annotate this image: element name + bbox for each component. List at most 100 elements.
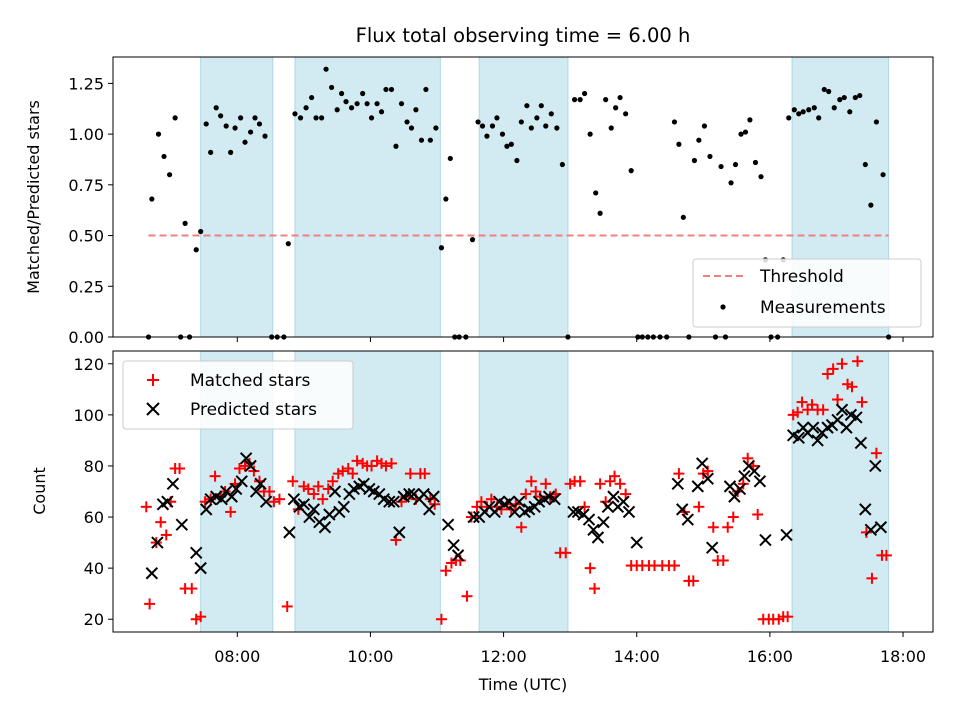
measurement-point	[383, 86, 389, 93]
predicted-star-mark-b	[854, 436, 868, 450]
measurement-point	[313, 115, 319, 121]
predicted-star-point	[423, 503, 436, 516]
matched-star-point	[673, 468, 685, 480]
predicted-star-mark-b	[701, 472, 714, 485]
measurement-point	[213, 105, 219, 111]
measurement-point	[608, 125, 614, 131]
predicted-star-mark-b	[492, 495, 506, 508]
y-tick-label: 1.25	[68, 74, 104, 93]
measurement-point	[504, 143, 510, 149]
predicted-star-point	[508, 505, 521, 519]
measurement-point	[518, 119, 524, 125]
predicted-star-point	[451, 549, 465, 562]
matched-star-point	[287, 475, 299, 487]
predicted-star-mark-b	[691, 480, 704, 493]
predicted-star-point	[502, 495, 516, 508]
measurement-point	[548, 111, 554, 117]
measurement-point	[623, 111, 629, 117]
predicted-star-point	[467, 510, 480, 524]
shaded-interval	[200, 56, 274, 338]
predicted-star-mark-b	[859, 503, 872, 516]
predicted-star-point	[151, 536, 164, 549]
predicted-star-point	[239, 452, 253, 465]
predicted-star-point	[587, 523, 600, 537]
predicted-star-point	[323, 508, 336, 521]
measurement-point	[208, 149, 214, 155]
matched-star-point	[312, 480, 324, 492]
measurement-point	[747, 117, 753, 123]
predicted-star-mark-b	[748, 464, 761, 478]
measurement-point	[841, 94, 847, 101]
measurement-point	[388, 86, 395, 93]
matched-star-point	[347, 468, 359, 480]
matched-star-point	[852, 355, 864, 367]
predicted-star-point	[145, 567, 159, 580]
legend-predicted-swatch	[146, 402, 160, 416]
predicted-star-point	[695, 457, 709, 470]
y-tick-label: 0.75	[68, 176, 104, 195]
y-tick-label: 0.50	[68, 227, 104, 246]
predicted-star-point	[738, 469, 751, 483]
predicted-star-point	[676, 503, 689, 516]
measurement-point	[182, 220, 188, 226]
predicted-star-point	[297, 498, 311, 511]
measurement-point	[433, 125, 439, 131]
predicted-star-mark-b	[753, 475, 767, 488]
measurement-point	[559, 161, 565, 168]
matched-star-point	[836, 358, 848, 370]
predicted-star-mark-b	[869, 459, 882, 473]
predicted-star-mark-b	[582, 513, 596, 526]
measurement-point	[597, 210, 603, 216]
measurement-point	[680, 214, 686, 220]
x-tick-label: 18:00	[880, 647, 926, 666]
matched-star-point	[268, 496, 280, 508]
measurement-point	[242, 139, 248, 145]
predicted-star-mark-b	[225, 490, 238, 503]
matched-star-point	[435, 613, 447, 625]
matched-star-point	[540, 478, 552, 490]
bottom-panel: 20 40 60 80 100 120 08:00 10:00 12:00 14:00 16:00…	[30, 350, 934, 694]
y-tick-label: 60	[84, 508, 104, 527]
top-y-axis-label: Matched/Predicted stars	[24, 100, 43, 294]
predicted-star-mark-b	[287, 492, 301, 506]
matched-star-point	[465, 511, 477, 523]
measurement-point	[413, 107, 419, 113]
measurement-point	[343, 99, 349, 105]
measurement-point	[374, 101, 380, 107]
y-tick-label: 120	[73, 355, 104, 374]
predicted-star-mark-b	[283, 526, 296, 539]
predicted-star-point	[780, 528, 793, 542]
predicted-star-mark-b	[337, 500, 351, 514]
predicted-star-point	[244, 459, 257, 473]
predicted-star-mark-b	[151, 536, 164, 549]
predicted-star-point	[215, 492, 228, 506]
predicted-star-point	[591, 531, 605, 544]
measurement-point	[423, 86, 429, 93]
predicted-star-point	[161, 495, 174, 508]
predicted-star-point	[307, 503, 321, 516]
predicted-star-mark-b	[239, 452, 253, 465]
measurement-point	[378, 109, 385, 115]
matched-star-point	[195, 611, 207, 623]
matched-star-point	[273, 493, 285, 505]
predicted-star-mark-b	[587, 523, 600, 537]
predicted-star-mark-b	[235, 475, 248, 488]
predicted-star-mark-b	[307, 503, 321, 516]
predicted-star-mark-b	[728, 490, 741, 503]
measurement-point	[524, 103, 530, 109]
predicted-star-point	[840, 421, 853, 434]
predicted-star-point	[622, 505, 636, 519]
measurement-point	[628, 168, 634, 174]
predicted-star-mark-b	[441, 518, 455, 531]
predicted-star-mark-b	[622, 505, 636, 519]
predicted-star-point	[859, 503, 872, 516]
measurement-point	[262, 133, 268, 139]
measurement-point	[676, 141, 682, 147]
predicted-star-mark-b	[548, 492, 561, 506]
matched-star-point	[846, 381, 858, 393]
predicted-star-point	[441, 518, 455, 531]
matched-star-point	[160, 529, 172, 541]
predicted-star-mark-b	[318, 521, 332, 534]
predicted-star-mark-b	[199, 503, 213, 516]
measurement-point	[443, 196, 449, 202]
